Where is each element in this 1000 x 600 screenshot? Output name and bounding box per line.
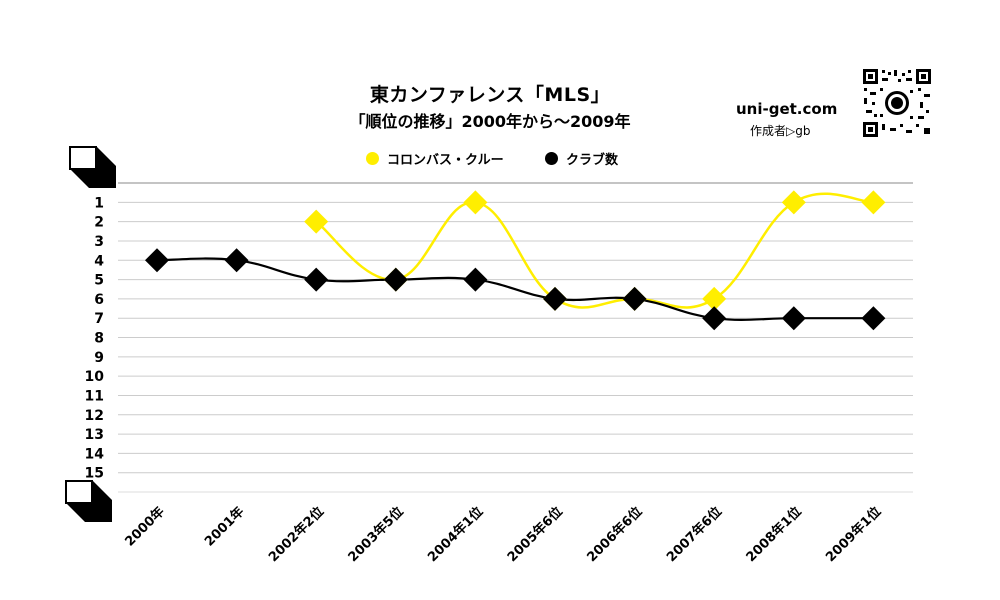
legend-item-team: コロンバス・クルー — [366, 148, 504, 168]
series-line-team — [315, 192, 874, 309]
legend-label-team: コロンバス・クルー — [387, 152, 504, 168]
y-tick-label: 2 — [94, 215, 104, 231]
x-tick-label: 2001年 — [201, 504, 247, 550]
x-tick-label: 2008年1位 — [743, 504, 805, 566]
data-point-clubs — [383, 267, 408, 292]
chart-title: 東カンファレンス「MLS」 — [369, 84, 611, 106]
y-tick-label: 15 — [85, 466, 104, 482]
x-tick-label: 2007年6位 — [663, 504, 725, 566]
y-tick-label: 3 — [94, 234, 104, 250]
y-tick-label: 5 — [94, 273, 104, 289]
y-tick-label: 13 — [85, 427, 104, 443]
x-tick-label: 2005年6位 — [504, 504, 566, 566]
y-tick-label: 12 — [85, 408, 104, 424]
author-credit: 作成者▷gb — [750, 124, 811, 138]
y-tick-label: 6 — [94, 292, 104, 308]
data-point-clubs — [224, 248, 249, 273]
site-name: uni-get.com — [736, 100, 838, 118]
series-line-clubs — [156, 257, 874, 322]
legend-marker-team — [366, 151, 379, 165]
data-point-team — [304, 209, 329, 234]
data-point-clubs — [702, 306, 727, 331]
y-tick-label: 7 — [94, 311, 104, 327]
chart-subtitle: 「順位の推移」2000年から～2009年 — [349, 112, 631, 131]
data-point-clubs — [463, 267, 488, 292]
data-point-team — [861, 190, 886, 215]
y-tick-label: 4 — [94, 253, 104, 269]
legend-label-clubs: クラブ数 — [566, 152, 619, 168]
x-tick-label: 2009年1位 — [823, 504, 885, 566]
x-tick-label: 2004年1位 — [425, 504, 487, 566]
data-point-clubs — [861, 306, 886, 331]
data-point-team — [463, 190, 488, 215]
x-tick-label: 2006年6位 — [584, 504, 646, 566]
y-tick-label: 11 — [85, 388, 104, 404]
data-point-team — [702, 286, 727, 311]
data-point-team — [781, 190, 806, 215]
data-point-clubs — [145, 248, 169, 273]
data-point-clubs — [781, 306, 806, 331]
data-point-clubs — [622, 286, 647, 311]
x-tick-label: 2000年 — [122, 504, 168, 550]
y-tick-label: 1 — [94, 195, 104, 211]
corner-cube-icon — [69, 146, 116, 188]
qr-code-icon — [862, 68, 932, 138]
y-tick-label: 8 — [94, 331, 104, 347]
legend-item-clubs: クラブ数 — [545, 148, 618, 168]
y-tick-label: 14 — [85, 446, 105, 462]
corner-cube-icon — [65, 480, 112, 522]
data-point-clubs — [304, 267, 329, 292]
x-tick-label: 2002年2位 — [265, 504, 327, 566]
legend-marker-clubs — [545, 151, 558, 165]
x-tick-label: 2003年5位 — [345, 504, 407, 566]
data-point-clubs — [543, 286, 567, 311]
y-tick-label: 10 — [85, 369, 105, 385]
y-tick-label: 9 — [94, 350, 104, 366]
